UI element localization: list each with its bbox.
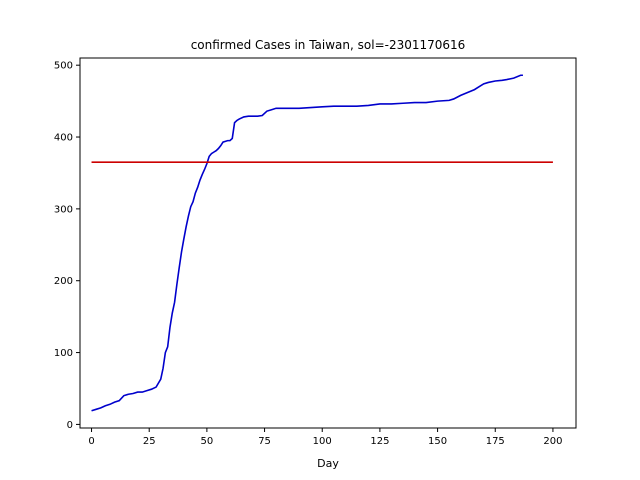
series-lines xyxy=(91,74,553,412)
x-axis-label: Day xyxy=(317,457,339,470)
y-tick-label: 400 xyxy=(54,133,73,144)
x-tick-label: 25 xyxy=(143,436,156,447)
x-tick-label: 0 xyxy=(88,436,94,447)
chart-title: confirmed Cases in Taiwan, sol=-23011706… xyxy=(191,38,466,52)
plot-area-frame xyxy=(79,57,577,429)
y-tick-label: 100 xyxy=(54,348,73,359)
x-tick-label: 200 xyxy=(543,436,562,447)
y-axis-ticks: 0 100 200 300 400 500 xyxy=(54,61,80,431)
y-tick-label: 200 xyxy=(54,276,73,287)
x-tick-label: 75 xyxy=(258,436,271,447)
series-line-1 xyxy=(91,74,523,412)
x-tick-label: 100 xyxy=(313,436,332,447)
x-axis-ticks: 0 25 50 75 100 125 150 175 200 xyxy=(88,428,562,447)
x-tick-label: 175 xyxy=(486,436,505,447)
y-tick-label: 300 xyxy=(54,204,73,215)
y-tick-label: 0 xyxy=(67,420,73,431)
y-tick-label: 500 xyxy=(54,61,73,72)
x-tick-label: 125 xyxy=(370,436,389,447)
x-tick-label: 150 xyxy=(428,436,447,447)
x-tick-label: 50 xyxy=(201,436,214,447)
